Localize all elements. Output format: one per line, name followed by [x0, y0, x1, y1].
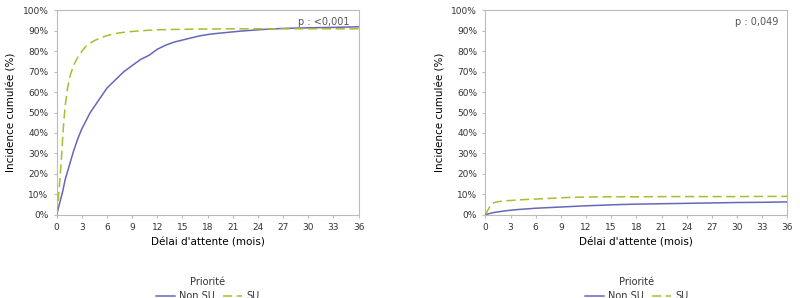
Text: p : <0,001: p : <0,001 — [298, 17, 350, 27]
Y-axis label: Incidence cumulée (%): Incidence cumulée (%) — [7, 53, 17, 172]
Y-axis label: Incidence cumulée (%): Incidence cumulée (%) — [436, 53, 446, 172]
Text: p : 0,049: p : 0,049 — [735, 17, 778, 27]
X-axis label: Délai d'attente (mois): Délai d'attente (mois) — [150, 238, 265, 247]
Legend: Non SU, SU: Non SU, SU — [585, 277, 688, 298]
Legend: Non SU, SU: Non SU, SU — [156, 277, 259, 298]
X-axis label: Délai d'attente (mois): Délai d'attente (mois) — [579, 238, 694, 247]
